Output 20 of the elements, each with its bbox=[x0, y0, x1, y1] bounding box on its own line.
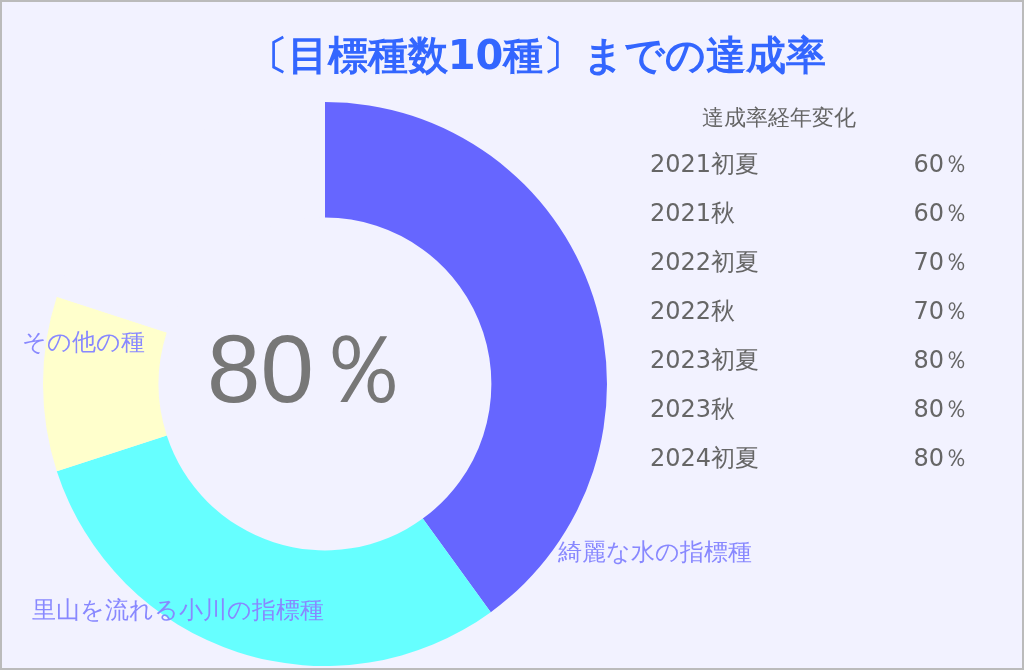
text: 達成率経年変化 bbox=[702, 104, 856, 130]
slice-label: その他の種 bbox=[22, 328, 145, 356]
text: 80％ bbox=[913, 444, 969, 472]
text: 2021初夏 bbox=[650, 150, 760, 178]
text: 2022秋 bbox=[650, 297, 736, 325]
text: 60％ bbox=[913, 199, 969, 227]
slice-label: 綺麗な水の指標種 bbox=[557, 538, 752, 566]
text: 2023秋 bbox=[650, 395, 736, 423]
text: 80％ bbox=[207, 314, 410, 422]
text: 80％ bbox=[913, 346, 969, 374]
text: 2022初夏 bbox=[650, 248, 760, 276]
text: 2023初夏 bbox=[650, 346, 760, 374]
text: 2021秋 bbox=[650, 199, 736, 227]
text: 2024初夏 bbox=[650, 444, 760, 472]
text: 60％ bbox=[913, 150, 969, 178]
text: 70％ bbox=[913, 248, 969, 276]
slice-label: 里山を流れる小川の指標種 bbox=[32, 596, 324, 624]
text: 80％ bbox=[913, 395, 969, 423]
text: 70％ bbox=[913, 297, 969, 325]
chart-title: 〔目標種数10種〕までの達成率 bbox=[247, 32, 827, 78]
